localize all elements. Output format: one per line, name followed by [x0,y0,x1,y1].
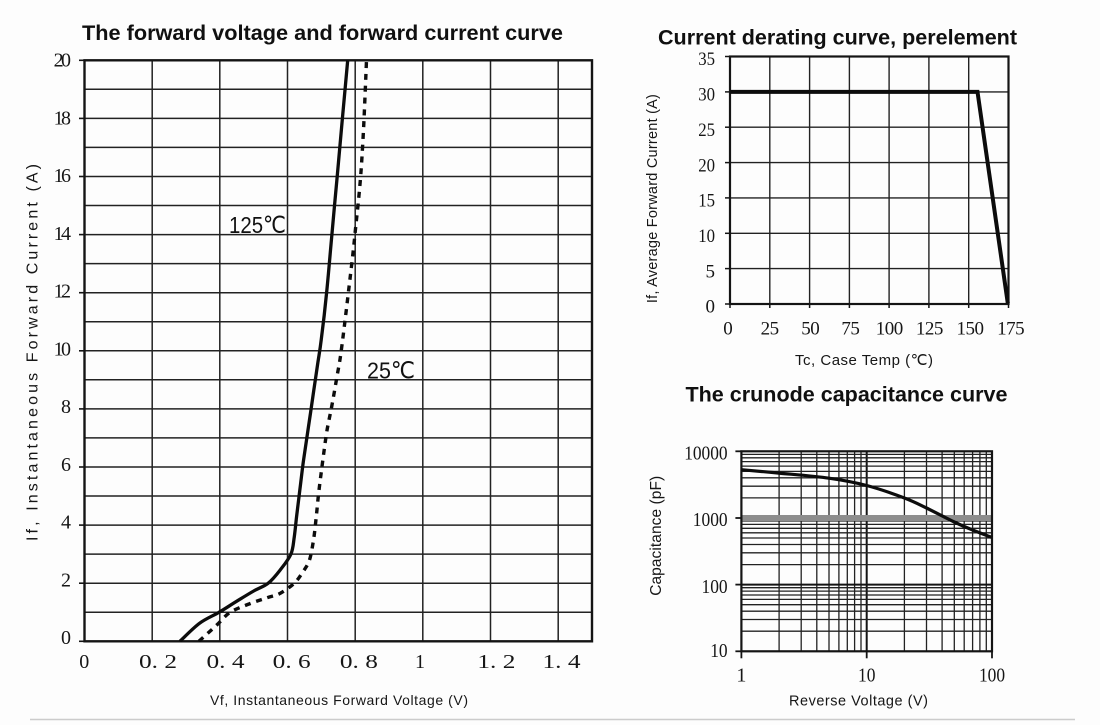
svg-text:20: 20 [698,155,715,176]
svg-text:4: 4 [61,512,71,534]
svg-text:Vf, Instantaneous Forward Volt: Vf, Instantaneous Forward Voltage (V) [210,692,468,708]
svg-text:35: 35 [698,49,715,70]
svg-text:10: 10 [54,338,71,360]
svg-text:If, Average Forward Current (A: If, Average Forward Current (A) [645,94,661,303]
svg-text:0: 0 [61,627,71,649]
svg-text:125℃: 125℃ [229,212,286,238]
svg-text:Current derating curve, perele: Current derating curve, perelement [658,27,1017,50]
svg-text:0. 6: 0. 6 [273,651,311,673]
svg-text:1: 1 [736,665,746,687]
svg-text:1000: 1000 [693,509,728,531]
svg-text:10: 10 [710,640,727,662]
svg-text:50: 50 [801,319,819,340]
svg-text:30: 30 [698,85,715,106]
svg-text:0: 0 [706,297,716,318]
svg-text:15: 15 [698,191,715,212]
svg-text:20: 20 [54,50,71,72]
svg-text:0: 0 [79,651,89,673]
svg-text:100: 100 [979,665,1005,687]
svg-text:150: 150 [957,319,984,340]
svg-text:10: 10 [698,226,715,247]
svg-text:0. 8: 0. 8 [340,651,378,673]
svg-text:10: 10 [858,665,875,687]
svg-text:14: 14 [54,223,71,245]
svg-text:Reverse Voltage (V): Reverse Voltage (V) [789,694,928,710]
svg-text:100: 100 [702,576,728,598]
svg-text:25: 25 [761,319,779,340]
svg-text:1. 4: 1. 4 [543,651,581,673]
svg-text:75: 75 [841,319,859,340]
svg-text:The forward voltage and forwar: The forward voltage and forward current … [82,22,563,45]
svg-text:5: 5 [706,261,716,282]
svg-text:0. 2: 0. 2 [139,651,177,673]
svg-text:25℃: 25℃ [367,358,415,384]
svg-text:12: 12 [54,281,71,303]
svg-text:2: 2 [61,569,71,591]
svg-text:0: 0 [723,319,732,340]
svg-text:Capacitance (pF): Capacitance (pF) [648,476,665,596]
svg-text:8: 8 [61,396,71,418]
svg-text:6: 6 [61,454,71,476]
svg-text:1. 2: 1. 2 [477,651,515,673]
svg-text:100: 100 [876,319,903,340]
svg-text:125: 125 [916,319,943,340]
svg-text:16: 16 [54,165,71,187]
svg-text:10000: 10000 [684,442,727,464]
svg-text:25: 25 [698,120,715,141]
svg-text:Tc, Case Temp (℃): Tc, Case Temp (℃) [795,352,933,369]
svg-text:0. 4: 0. 4 [207,651,245,673]
svg-text:175: 175 [997,319,1024,340]
svg-text:The crunode capacitance curve: The crunode capacitance curve [686,384,1008,407]
svg-text:If, Instantaneous Forward Curr: If, Instantaneous Forward Current (A) [25,164,42,541]
svg-text:18: 18 [54,107,71,129]
svg-text:1: 1 [415,651,425,673]
